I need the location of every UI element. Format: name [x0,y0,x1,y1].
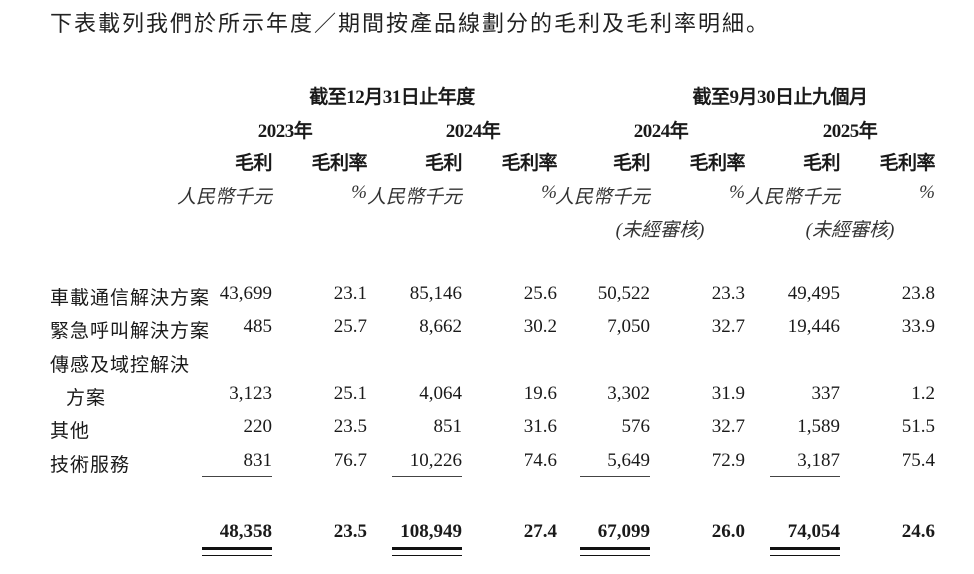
period-header-fy: 截至12月31日止年度 [309,87,475,108]
unaudited-2024-9m: (未經審核) [615,220,705,241]
unaudited-2025: (未經審核) [805,220,895,241]
cell: 25.1 [333,383,367,404]
unit-margin-2025: % [919,182,935,203]
unit-gp-2024-9m: 人民幣千元 [554,187,650,208]
col-header-gp-2025: 毛利 [802,153,841,174]
cell: 3,302 [607,383,650,404]
col-header-gp-2024-9m: 毛利 [612,153,651,174]
unit-margin-2024-9m: % [729,182,745,203]
unit-gp-2024-fy: 人民幣千元 [366,187,462,208]
subtotal-underline [580,476,650,477]
total-cell: 67,099 [597,521,650,542]
total-double-underline [580,547,650,556]
cell: 23.1 [333,283,367,304]
cell: 485 [243,316,273,337]
cell: 19,446 [787,316,840,337]
total-cell: 108,949 [400,521,462,542]
col-header-margin-2024-fy: 毛利率 [501,153,557,174]
cell: 31.6 [523,416,557,437]
cell: 5,649 [607,450,650,471]
row-label-ecall: 緊急呼叫解決方案 [50,321,211,342]
cell: 74.6 [523,450,557,471]
year-header-2024-9m: 2024年 [633,121,689,142]
year-header-2024-fy: 2024年 [445,121,501,142]
total-double-underline [392,547,462,556]
cell: 3,123 [229,383,272,404]
cell: 1,589 [797,416,840,437]
cell: 30.2 [523,316,557,337]
total-cell: 74,054 [787,521,840,542]
cell: 220 [243,416,273,437]
cell: 10,226 [409,450,462,471]
total-cell: 23.5 [333,521,367,542]
unit-margin-2024-fy: % [541,182,557,203]
year-header-2023: 2023年 [257,121,313,142]
subtotal-underline [202,476,272,477]
subtotal-underline [770,476,840,477]
cell: 1.2 [911,383,935,404]
cell: 49,495 [787,283,840,304]
cell: 25.6 [523,283,557,304]
total-cell: 26.0 [711,521,745,542]
cell: 3,187 [797,450,840,471]
row-label-vehicle-comm: 車載通信解決方案 [50,288,211,309]
intro-text: 下表載列我們於所示年度／期間按產品線劃分的毛利及毛利率明細。 [50,12,771,37]
total-cell: 24.6 [901,521,935,542]
col-header-margin-2024-9m: 毛利率 [689,153,745,174]
row-label-sensor-domain-cont: 方案 [66,388,107,409]
cell: 76.7 [333,450,367,471]
cell: 4,064 [419,383,462,404]
cell: 337 [811,383,841,404]
unit-gp-2025: 人民幣千元 [744,187,840,208]
cell: 31.9 [711,383,745,404]
col-header-gp-2023: 毛利 [234,153,273,174]
row-label-sensor-domain: 傳感及域控解決 [50,355,191,376]
total-double-underline [770,547,840,556]
year-header-2025: 2025年 [822,121,878,142]
row-label-tech-services: 技術服務 [50,455,131,476]
period-header-9m: 截至9月30日止九個月 [692,87,868,108]
row-label-others: 其他 [50,421,91,442]
cell: 75.4 [901,450,935,471]
cell: 32.7 [711,416,745,437]
cell: 831 [243,450,273,471]
cell: 43,699 [219,283,272,304]
cell: 23.8 [901,283,935,304]
col-header-margin-2023: 毛利率 [311,153,367,174]
cell: 851 [433,416,463,437]
cell: 50,522 [597,283,650,304]
cell: 72.9 [711,450,745,471]
cell: 25.7 [333,316,367,337]
cell: 23.5 [333,416,367,437]
cell: 33.9 [901,316,935,337]
total-double-underline [202,547,272,556]
col-header-gp-2024-fy: 毛利 [424,153,463,174]
subtotal-underline [392,476,462,477]
cell: 32.7 [711,316,745,337]
cell: 23.3 [711,283,745,304]
cell: 19.6 [523,383,557,404]
cell: 51.5 [901,416,935,437]
cell: 85,146 [409,283,462,304]
total-cell: 48,358 [219,521,272,542]
cell: 8,662 [419,316,462,337]
unit-margin-2023: % [351,182,367,203]
unit-gp-2023: 人民幣千元 [176,187,272,208]
total-cell: 27.4 [523,521,557,542]
cell: 576 [621,416,651,437]
col-header-margin-2025: 毛利率 [879,153,935,174]
cell: 7,050 [607,316,650,337]
